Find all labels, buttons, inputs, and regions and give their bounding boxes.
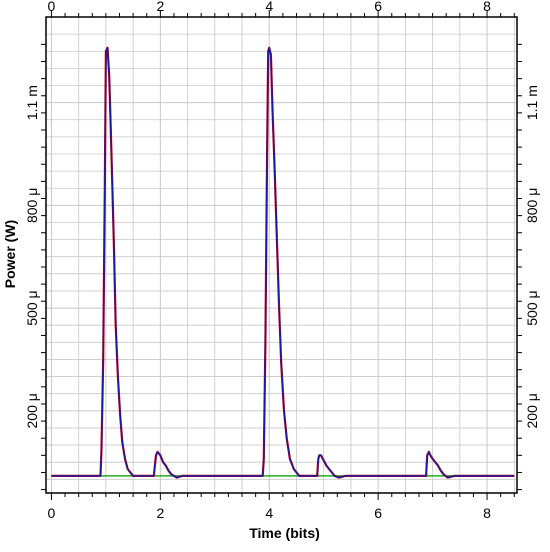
x-tick-label: 0 [48,505,56,521]
y-tick-label-right: 500 μ [524,290,540,325]
y-tick-label-right: 800 μ [524,188,540,223]
y-tick-label-right: 1.1 m [524,85,540,120]
x-tick-label: 8 [483,505,491,521]
tick-labels: 0 0 2 2 4 4 6 6 8 8 200 μ 200 μ 500 μ 500 μ 800 μ 800 μ… [24,0,540,521]
plot-frame [45,16,518,494]
signal-trace-red [51,46,515,479]
x-tick-label: 6 [374,505,382,521]
y-tick-label: 800 μ [24,188,40,223]
data-traces [51,46,515,479]
x-tick-label-top: 4 [265,0,273,14]
x-tick-label: 2 [156,505,164,521]
y-tick-label: 1.1 m [24,85,40,120]
signal-trace [51,47,515,479]
x-axis-title: Time (bits) [249,525,320,541]
x-tick-label-top: 8 [483,0,491,14]
y-tick-label: 200 μ [24,393,40,428]
grid-lines [46,17,517,493]
y-tick-label-right: 200 μ [524,393,540,428]
x-tick-label-top: 2 [156,0,164,14]
x-tick-label-top: 0 [48,0,56,14]
y-axis-title: Power (W) [2,220,18,288]
x-tick-label-top: 6 [374,0,382,14]
x-tick-label: 4 [265,505,273,521]
y-tick-label: 500 μ [24,290,40,325]
